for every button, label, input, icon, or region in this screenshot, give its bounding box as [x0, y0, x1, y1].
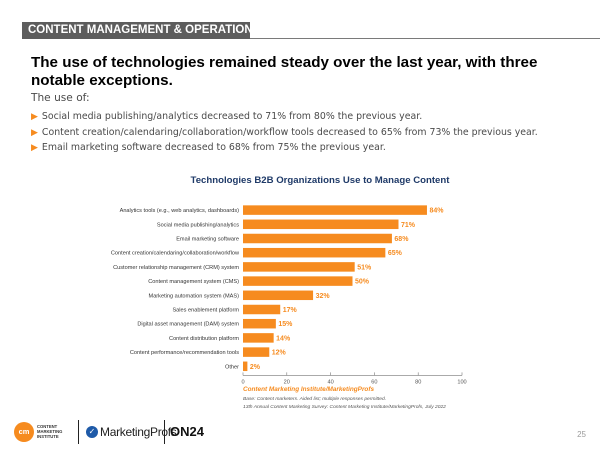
x-tick-label: 80	[415, 379, 421, 385]
bar	[243, 290, 314, 301]
logo-divider	[164, 420, 165, 444]
page-number: 25	[577, 430, 586, 439]
bullet-arrow-icon: ▶	[31, 143, 38, 153]
data-label: 84%	[429, 208, 444, 215]
page-headline: The use of technologies remained steady …	[31, 54, 538, 89]
bar	[243, 276, 353, 286]
marketingprofs-check-icon: ✓	[86, 426, 98, 438]
logo-divider	[78, 420, 79, 444]
data-label: 17%	[283, 307, 298, 314]
category-label: Content distribution platform	[169, 336, 239, 342]
intro-lead: The use of:	[31, 92, 90, 104]
x-tick-label: 0	[241, 379, 244, 385]
bar	[243, 361, 248, 372]
category-label: Content management system (CMS)	[148, 279, 239, 285]
bar	[243, 219, 399, 230]
data-label: 2%	[250, 364, 261, 371]
category-label: Other	[225, 364, 239, 370]
chart-base-note: Base: Content marketers. Aided list; mul…	[243, 397, 387, 402]
chart-survey-note: 13th Annual Content Marketing Survey: Co…	[243, 405, 446, 410]
category-label: Content performance/recommendation tools	[130, 350, 239, 356]
bullet-arrow-icon: ▶	[31, 112, 38, 122]
category-label: Sales enablement platform	[172, 308, 239, 314]
category-label: Marketing automation system (MAS)	[149, 293, 240, 299]
on24-logo: ON24	[170, 424, 204, 439]
data-label: 15%	[278, 321, 293, 328]
cmi-logo-text: CONTENT MARKETING INSTITUTE	[37, 424, 63, 439]
x-tick-label: 100	[457, 379, 466, 385]
section-divider	[250, 38, 600, 39]
section-tag: CONTENT MANAGEMENT & OPERATIONS	[22, 22, 260, 39]
bar	[243, 347, 270, 357]
chart-title: Technologies B2B Organizations Use to Ma…	[190, 175, 450, 186]
bar	[243, 262, 355, 272]
bullet-item: ▶ Social media publishing/analytics decre…	[31, 109, 538, 125]
data-label: 71%	[401, 222, 416, 229]
data-label: 51%	[357, 264, 372, 271]
data-label: 68%	[394, 236, 409, 243]
category-label: Content creation/calendaring/collaborati…	[111, 251, 240, 257]
category-label: Customer relationship management (CRM) s…	[113, 265, 239, 271]
bar	[243, 318, 276, 329]
bullet-text: Email marketing software decreased to 68…	[41, 142, 386, 153]
chart-source: Content Marketing Institute/MarketingPro…	[243, 386, 375, 393]
bullet-arrow-icon: ▶	[31, 127, 38, 138]
bullet-list: ▶ Social media publishing/analytics decre…	[31, 109, 538, 156]
bullet-item: ▶ Content creation/calendaring/collaborat…	[31, 125, 538, 141]
bullet-text: Content creation/calendaring/collaborati…	[41, 126, 538, 138]
bar	[243, 247, 386, 258]
bar	[243, 304, 281, 315]
data-label: 14%	[276, 335, 291, 342]
bullet-text: Social media publishing/analytics decrea…	[41, 111, 423, 122]
bar	[243, 333, 274, 343]
x-tick-label: 20	[284, 379, 290, 385]
marketingprofs-logo: MarketingProfs	[100, 425, 177, 439]
category-label: Social media publishing/analytics	[157, 222, 239, 228]
cmi-logo-icon: cm	[14, 422, 34, 442]
category-label: Email marketing software	[176, 237, 239, 243]
data-label: 50%	[355, 279, 370, 286]
x-tick-label: 60	[371, 379, 377, 385]
category-label: Analytics tools (e.g., web analytics, da…	[120, 208, 240, 214]
bar	[243, 233, 392, 244]
x-tick-label: 40	[327, 379, 333, 385]
category-label: Digital asset management (DAM) system	[137, 322, 239, 328]
bar	[243, 205, 427, 215]
data-label: 32%	[316, 293, 331, 300]
bullet-item: ▶ Email marketing software decreased to 6…	[31, 140, 538, 156]
data-label: 12%	[272, 350, 287, 357]
data-label: 65%	[388, 250, 403, 257]
